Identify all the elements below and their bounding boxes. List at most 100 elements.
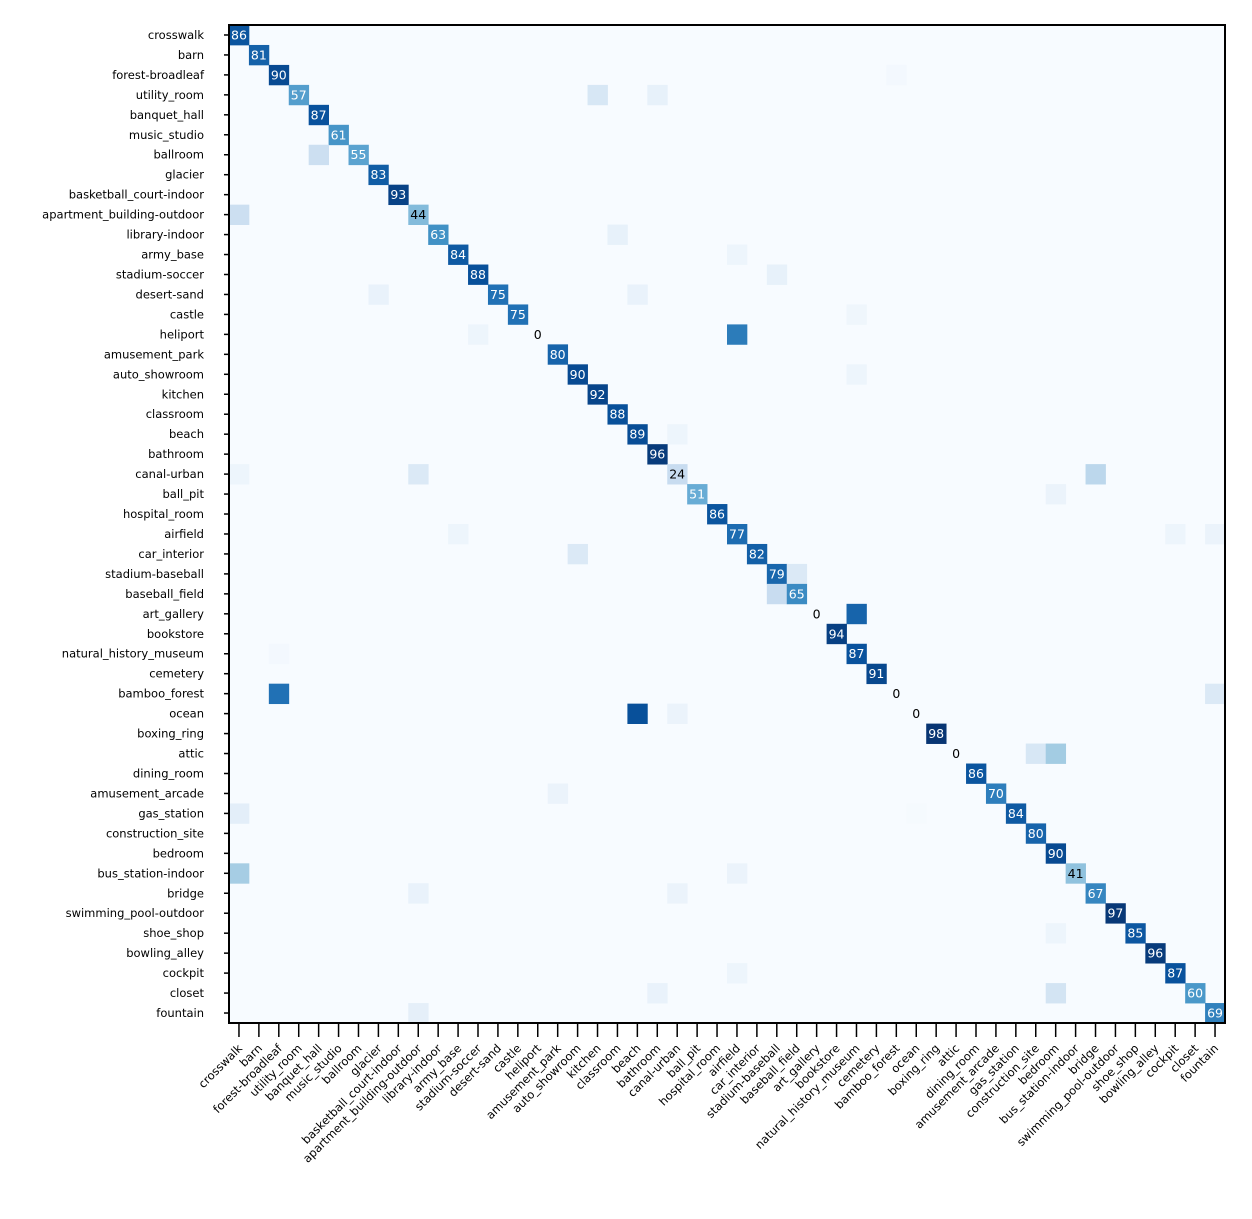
heatmap-cell: [1205, 524, 1226, 545]
y-tick-label: construction_site: [106, 826, 204, 840]
heatmap-cell: [746, 543, 768, 565]
cell-value-label: 81: [251, 47, 267, 62]
y-tick-label: cockpit: [163, 966, 205, 980]
cell-value-label: 86: [231, 27, 247, 42]
cell-value-label: 51: [689, 487, 705, 502]
y-tick-label: forest-broadleaf: [112, 68, 205, 82]
y-tick-label: library-indoor: [126, 228, 204, 242]
heatmap-cell: [647, 444, 668, 465]
heatmap-cell: [428, 224, 449, 245]
cell-value-label: 96: [1147, 946, 1163, 961]
cell-value-label: 86: [968, 766, 984, 781]
heatmap-cell: [766, 563, 788, 585]
cell-value-label: 75: [510, 307, 526, 322]
cell-value-label: 0: [813, 606, 821, 621]
y-tick-label: amusement_park: [104, 347, 205, 361]
heatmap-cell: [229, 25, 250, 46]
heatmap-cell: [707, 504, 728, 525]
heatmap-cell: [229, 464, 250, 485]
cell-value-label: 0: [912, 706, 920, 721]
heatmap-cell: [587, 84, 608, 106]
heatmap-cell: [1185, 983, 1206, 1004]
y-tick-label: cemetery: [149, 667, 204, 681]
cell-value-label: 87: [849, 646, 865, 661]
heatmap-cell: [507, 304, 529, 325]
y-tick-label: bathroom: [148, 447, 204, 461]
y-tick-label: boxing_ring: [137, 727, 204, 741]
heatmap-cell: [667, 464, 688, 485]
cell-value-label: 88: [470, 267, 486, 282]
cell-value-label: 0: [534, 327, 542, 342]
cell-value-label: 55: [351, 147, 367, 162]
heatmap-cell: [408, 1003, 429, 1024]
heatmap-cell: [1025, 823, 1047, 844]
y-tick-label: bridge: [167, 886, 204, 900]
y-tick-label: bamboo_forest: [118, 687, 204, 701]
cell-value-label: 0: [892, 686, 900, 701]
heatmap-cell: [627, 703, 648, 724]
cell-value-label: 98: [928, 726, 944, 741]
heatmap-cell: [1065, 863, 1086, 884]
heatmap-cell: [268, 643, 290, 665]
heatmap-cell: [1125, 923, 1146, 944]
cell-value-label: 97: [1107, 906, 1123, 921]
heatmap-cell: [906, 803, 927, 824]
y-tick-label: bookstore: [147, 627, 204, 641]
y-tick-label: airfield: [164, 527, 204, 541]
heatmap-cell: [408, 883, 429, 904]
heatmap-cell: [667, 883, 688, 904]
heatmap-cell: [229, 204, 250, 225]
heatmap-cell: [388, 184, 409, 206]
cell-value-label: 24: [669, 467, 685, 482]
cell-value-label: 88: [609, 407, 625, 422]
y-tick-label: canal-urban: [135, 467, 204, 481]
cell-value-label: 77: [729, 526, 745, 541]
heatmap-cell: [966, 763, 987, 784]
y-tick-label: heliport: [160, 327, 205, 341]
y-tick-label: stadium-baseball: [105, 567, 204, 581]
cell-value-label: 90: [1048, 846, 1064, 861]
heatmap-cell: [1045, 983, 1067, 1004]
cell-value-labels: 8681905787615583934463848875750809092888…: [231, 27, 1223, 1020]
cell-value-label: 0: [952, 746, 960, 761]
cell-value-label: 60: [1187, 986, 1203, 1001]
y-tick-label: ballroom: [154, 148, 205, 162]
cell-value-label: 83: [370, 167, 386, 182]
cell-value-label: 67: [1088, 886, 1104, 901]
heatmap-cell: [647, 84, 668, 106]
cell-value-label: 82: [749, 546, 765, 561]
y-tick-label: classroom: [146, 407, 204, 421]
heatmap-cell: [727, 324, 748, 345]
y-tick-label: utility_room: [136, 88, 204, 102]
heatmap-cell: [229, 803, 250, 824]
heatmap-cell: [727, 863, 748, 884]
cell-value-label: 84: [450, 247, 466, 262]
heatmap-cell: [886, 64, 907, 86]
y-tick-label: beach: [169, 427, 204, 441]
heatmap-cell: [448, 524, 469, 545]
heatmap-cell: [607, 224, 628, 245]
cell-value-label: 94: [829, 626, 845, 641]
heatmap-cell: [687, 484, 708, 505]
y-tick-label: hospital_room: [123, 507, 204, 521]
heatmap-cell: [647, 983, 668, 1004]
heatmap-cell: [487, 284, 509, 305]
cell-value-label: 61: [331, 127, 347, 142]
heatmap-cell: [1165, 524, 1186, 545]
heatmap-cell: [826, 623, 847, 645]
cell-value-label: 80: [550, 347, 566, 362]
y-tick-label: bus_station-indoor: [97, 866, 204, 880]
heatmap-cell: [288, 84, 310, 106]
y-tick-label: attic: [178, 747, 204, 761]
cell-value-label: 96: [649, 447, 665, 462]
cell-value-label: 65: [789, 586, 805, 601]
y-tick-label: fountain: [156, 1006, 204, 1020]
heatmap-cell: [667, 703, 688, 724]
heatmap-cell: [1205, 683, 1226, 705]
y-tick-label: ocean: [169, 707, 204, 721]
y-tick-label: army_base: [141, 248, 204, 262]
heatmap-cell: [328, 124, 349, 146]
x-axis: crosswalkbarnforest-broadleafutility_roo…: [195, 1023, 1221, 1166]
y-tick-label: shoe_shop: [143, 926, 204, 940]
heatmap-cell: [1025, 743, 1047, 764]
